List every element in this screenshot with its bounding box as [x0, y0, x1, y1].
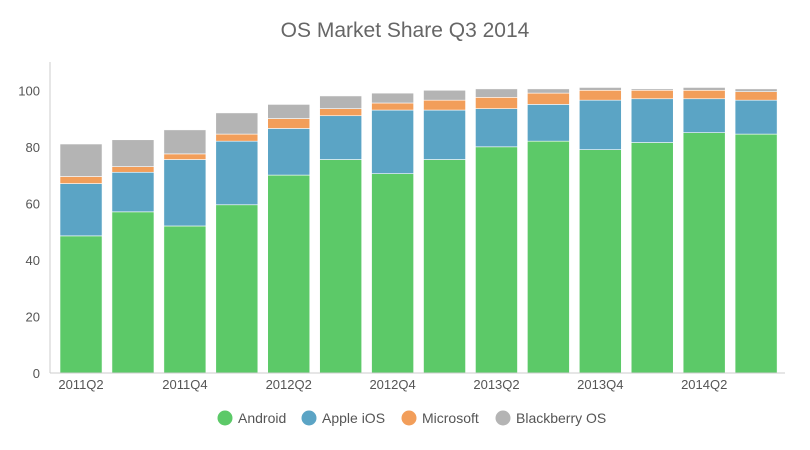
bar-2013Q2-apple-ios	[475, 108, 518, 148]
bar-2011Q4-apple-ios	[163, 159, 207, 227]
legend-marker-android	[217, 410, 233, 426]
bar-2013Q4-microsoft	[578, 89, 622, 101]
y-tick-label: 40	[26, 253, 40, 268]
bar-2013Q2-blackberry-os	[475, 88, 518, 98]
bar-2012Q4-blackberry-os	[371, 92, 414, 104]
bar-2013Q1-microsoft	[423, 99, 466, 111]
x-tick-label: 2014Q2	[681, 377, 727, 392]
x-tick-label: 2011Q2	[58, 377, 103, 392]
x-tick-label: 2013Q2	[473, 377, 519, 392]
bar-2014Q2-blackberry-os	[682, 87, 726, 91]
bar-2011Q2-blackberry-os	[59, 143, 103, 177]
bar-2013Q4-apple-ios	[578, 99, 622, 150]
bar-2014Q1-android	[630, 142, 674, 374]
bar-2013Q1-blackberry-os	[423, 89, 466, 101]
legend-label: Microsoft	[422, 410, 479, 426]
legend-marker-blackberry-os	[495, 410, 511, 426]
bar-2013Q1-apple-ios	[423, 109, 466, 160]
x-tick-label: 2011Q4	[162, 377, 207, 392]
legend-marker-microsoft	[401, 410, 417, 426]
legend-label: Apple iOS	[322, 410, 385, 426]
bar-2012Q1-microsoft	[215, 133, 259, 142]
y-ticks: 0 20 40 60 80 100	[18, 83, 40, 381]
bar-2014Q3-blackberry-os	[734, 88, 778, 92]
bar-2011Q2-android	[59, 235, 103, 374]
bar-2014Q1-blackberry-os	[630, 88, 674, 91]
bar-2012Q3-microsoft	[319, 108, 363, 117]
bar-2011Q2-microsoft	[59, 176, 103, 184]
legend-label: Android	[238, 410, 286, 426]
bar-2013Q3-android	[527, 140, 570, 374]
bar-2013Q3-microsoft	[527, 92, 570, 105]
bar-2014Q3-apple-ios	[734, 99, 778, 135]
bar-2013Q4-android	[578, 149, 622, 374]
bar-2014Q2-android	[682, 132, 726, 374]
bar-2012Q4-android	[371, 173, 414, 374]
bar-2014Q1-microsoft	[630, 89, 674, 100]
legend-marker-apple-ios	[301, 410, 317, 426]
bar-2014Q2-apple-ios	[682, 98, 726, 133]
legend: Android Apple iOS Microsoft Blackberry OS	[217, 410, 606, 426]
bar-2011Q3-apple-ios	[111, 171, 155, 213]
bar-2012Q3-android	[319, 159, 363, 374]
bar-2012Q1-apple-ios	[215, 140, 259, 206]
bar-2013Q3-apple-ios	[527, 104, 570, 142]
x-tick-label: 2012Q4	[369, 377, 415, 392]
y-tick-label: 0	[33, 366, 40, 381]
bar-2012Q4-microsoft	[371, 102, 414, 111]
bar-2012Q1-blackberry-os	[215, 112, 259, 135]
bar-2011Q4-blackberry-os	[163, 129, 207, 155]
bar-2014Q1-apple-ios	[630, 98, 674, 143]
x-ticks: 2011Q2 2011Q4 2012Q2 2012Q4 2013Q2 2013Q4 2014…	[58, 377, 727, 392]
y-tick-label: 80	[26, 140, 40, 155]
bars-layer	[59, 87, 778, 374]
bar-2011Q3-blackberry-os	[111, 139, 155, 167]
bar-2012Q2-apple-ios	[267, 128, 311, 176]
x-tick-label: 2013Q4	[577, 377, 623, 392]
bar-2012Q2-blackberry-os	[267, 104, 311, 119]
bar-2013Q2-android	[475, 146, 518, 374]
bar-2012Q3-apple-ios	[319, 115, 363, 160]
bar-2012Q3-blackberry-os	[319, 95, 363, 109]
bar-2013Q2-microsoft	[475, 97, 518, 109]
chart-title: OS Market Share Q3 2014	[281, 19, 530, 42]
bar-2013Q1-android	[423, 159, 466, 374]
bar-2011Q2-apple-ios	[59, 183, 103, 237]
bar-2014Q3-microsoft	[734, 91, 778, 101]
bar-2014Q2-microsoft	[682, 89, 726, 100]
bar-2012Q1-android	[215, 204, 259, 374]
bar-2013Q4-blackberry-os	[578, 87, 622, 91]
legend-label: Blackberry OS	[516, 410, 606, 426]
bar-2011Q3-android	[111, 211, 155, 374]
bar-2011Q4-android	[163, 225, 207, 374]
y-tick-label: 60	[26, 196, 40, 211]
bar-2011Q4-microsoft	[163, 153, 207, 160]
x-tick-label: 2012Q2	[266, 377, 312, 392]
bar-2012Q2-microsoft	[267, 118, 311, 129]
y-tick-label: 100	[18, 83, 40, 98]
bar-2013Q3-blackberry-os	[527, 88, 570, 94]
y-tick-label: 20	[26, 310, 40, 325]
bar-2014Q3-android	[734, 133, 778, 374]
bar-2011Q3-microsoft	[111, 166, 155, 173]
bar-2012Q2-android	[267, 174, 311, 374]
bar-2012Q4-apple-ios	[371, 109, 414, 174]
